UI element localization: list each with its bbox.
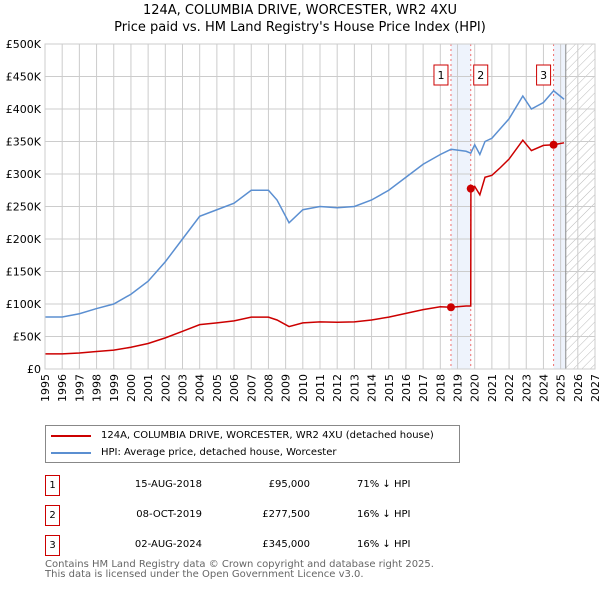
x-tick-label: 2013: [348, 374, 361, 402]
sale-point: [549, 140, 558, 149]
sale-price: £277,500: [262, 509, 310, 520]
x-tick-label: 1995: [39, 374, 52, 402]
sale-date: 02-AUG-2024: [134, 539, 202, 550]
y-tick-label: £500K: [6, 38, 42, 51]
x-tick-label: 2024: [537, 374, 550, 402]
plot-frame: [44, 43, 596, 370]
x-tick-label: 2020: [469, 374, 482, 402]
legend-label: HPI: Average price, detached house, Worc…: [101, 447, 337, 458]
x-tick-label: 2017: [417, 374, 430, 402]
sale-label-box: [433, 64, 449, 86]
y-tick-label: £0: [27, 363, 41, 376]
y-tick-label: £400K: [6, 103, 42, 116]
sale-price: £95,000: [268, 479, 310, 490]
x-tick-label: 2015: [383, 374, 396, 402]
x-tick-label: 2007: [245, 374, 258, 402]
chart-title: 124A, COLUMBIA DRIVE, WORCESTER, WR2 4XU: [142, 3, 458, 18]
x-tick-label: 2025: [555, 374, 568, 402]
y-tick-label: £350K: [6, 136, 42, 149]
x-tick-label: 2006: [228, 374, 241, 402]
x-tick-label: 2011: [314, 374, 327, 402]
legend-swatch-red: [51, 434, 91, 437]
y-tick-label: £100K: [6, 298, 42, 311]
x-tick-label: 1998: [91, 374, 104, 402]
legend-swatch-blue: [51, 451, 91, 454]
x-tick-label: 2001: [142, 374, 155, 402]
sale-label: 3: [540, 69, 547, 82]
x-tick-label: 2012: [331, 374, 344, 402]
y-tick-label: £200K: [6, 233, 42, 246]
marker-badge: 1: [45, 475, 60, 496]
x-tick-label: 2000: [125, 374, 138, 402]
sale-point: [466, 184, 475, 193]
x-tick-label: 2019: [452, 374, 465, 402]
sale-price: £345,000: [262, 539, 310, 550]
hpi-diff: 71% ↓ HPI: [357, 479, 411, 490]
hpi-diff: 16% ↓ HPI: [357, 539, 411, 550]
x-tick-label: 2018: [434, 374, 447, 402]
sale-label-box: [473, 64, 489, 86]
x-tick-label: 2008: [262, 374, 275, 402]
x-tick-label: 2010: [297, 374, 310, 402]
sale-point: [446, 303, 455, 312]
hpi-line: [45, 89, 565, 318]
table-row: 3 02-AUG-2024 £345,000 16% ↓ HPI: [45, 535, 445, 556]
x-tick-label: 2016: [400, 374, 413, 402]
x-tick-label: 2021: [486, 374, 499, 402]
sale-date: 08-OCT-2019: [136, 509, 202, 520]
marker-badge: 2: [45, 505, 60, 526]
x-tick-label: 2027: [589, 374, 600, 402]
sale-label: 2: [477, 69, 484, 82]
legend-label: 124A, COLUMBIA DRIVE, WORCESTER, WR2 4XU…: [101, 430, 434, 441]
x-tick-label: 2022: [503, 374, 516, 402]
marker-badge: 3: [45, 535, 60, 556]
legend-item-property: 124A, COLUMBIA DRIVE, WORCESTER, WR2 4XU…: [51, 430, 434, 441]
y-tick-label: £300K: [6, 168, 42, 181]
x-tick-label: 2005: [211, 374, 224, 402]
sale-label: 1: [437, 69, 444, 82]
price-chart: 1995 1996 1997 1998 1999 2000 2001 2002 2003 2004…: [6, 38, 600, 402]
x-tick-label: 1997: [73, 374, 86, 402]
sale-date: 15-AUG-2018: [134, 479, 202, 490]
x-tick-label: 2004: [194, 374, 207, 402]
footer-line: This data is licensed under the Open Gov…: [45, 569, 364, 580]
footer-line: Contains HM Land Registry data © Crown c…: [45, 559, 434, 570]
x-tick-label: 2014: [366, 374, 379, 402]
x-tick-label: 2009: [280, 374, 293, 402]
y-tick-label: £450K: [6, 71, 42, 84]
table-row: 1 15-AUG-2018 £95,000 71% ↓ HPI: [45, 475, 445, 496]
x-tick-label: 2023: [520, 374, 533, 402]
y-tick-label: £50K: [13, 331, 42, 344]
sale-label-box: [536, 64, 552, 86]
legend-item-hpi: HPI: Average price, detached house, Worc…: [51, 447, 336, 458]
x-tick-label: 2003: [177, 374, 190, 402]
footer: Contains HM Land Registry data © Crown c…: [45, 560, 434, 580]
x-tick-label: 2002: [159, 374, 172, 402]
property-price-line: [45, 138, 565, 355]
chart-subtitle: Price paid vs. HM Land Registry's House …: [114, 20, 486, 35]
x-tick-label: 1996: [56, 374, 69, 402]
hpi-diff: 16% ↓ HPI: [357, 509, 411, 520]
x-tick-label: 1999: [108, 374, 121, 402]
x-tick-label: 2026: [572, 374, 585, 402]
y-tick-label: £250K: [6, 201, 42, 214]
legend: 124A, COLUMBIA DRIVE, WORCESTER, WR2 4XU…: [45, 425, 460, 463]
table-row: 2 08-OCT-2019 £277,500 16% ↓ HPI: [45, 505, 445, 526]
y-tick-label: £150K: [6, 266, 42, 279]
